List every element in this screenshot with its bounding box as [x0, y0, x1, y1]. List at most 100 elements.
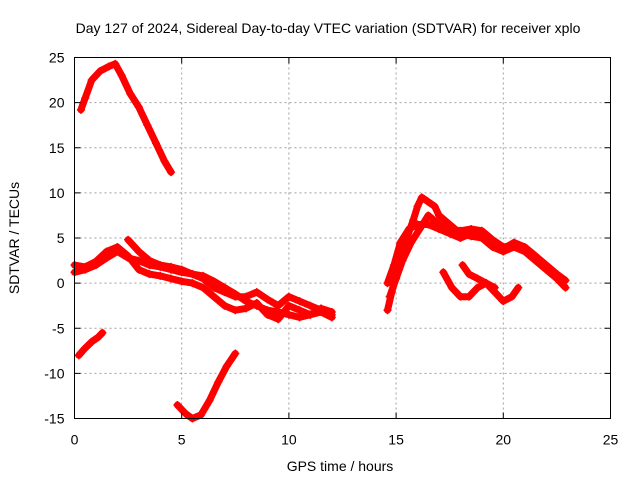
data-point: [181, 409, 190, 418]
data-point: [456, 292, 465, 301]
data-point: [242, 304, 251, 313]
x-axis-label: GPS time / hours: [287, 458, 394, 474]
data-point: [295, 313, 304, 322]
data-point: [196, 410, 205, 419]
x-tick-label: 5: [178, 432, 186, 448]
data-point: [404, 224, 413, 233]
data-point: [464, 292, 473, 301]
data-point: [209, 292, 218, 301]
data-point: [482, 279, 491, 288]
data-point: [199, 274, 208, 283]
data-point: [552, 270, 561, 279]
data-point: [383, 306, 392, 315]
data-point: [488, 235, 497, 244]
data-point: [456, 234, 465, 242]
x-tick-label: 15: [388, 432, 404, 448]
data-point: [177, 277, 186, 286]
data-point: [306, 310, 315, 319]
data-point: [117, 71, 126, 80]
data-point: [464, 270, 473, 279]
data-point: [561, 283, 570, 292]
data-point: [113, 243, 122, 252]
data-point: [327, 310, 336, 319]
data-point: [284, 301, 293, 310]
data-point: [295, 306, 304, 315]
x-tick-label: 25: [603, 432, 619, 448]
data-point: [74, 351, 83, 360]
data-point: [424, 197, 433, 206]
data-point: [389, 261, 398, 270]
data-point: [134, 265, 143, 274]
x-tick-label: 20: [496, 432, 512, 448]
y-tick-label: -15: [44, 411, 64, 427]
data-point: [274, 315, 283, 324]
data-point: [231, 292, 240, 301]
data-point: [252, 288, 261, 297]
x-tick-label: 10: [281, 432, 297, 448]
data-point: [87, 76, 96, 85]
y-tick-label: 10: [49, 185, 65, 201]
y-tick-label: -10: [44, 365, 64, 381]
data-point: [417, 193, 426, 202]
data-point: [134, 247, 143, 256]
data-point: [317, 306, 326, 315]
data-point: [458, 261, 467, 270]
y-tick-label: 25: [49, 50, 65, 66]
data-point: [392, 274, 401, 283]
y-tick-label: -5: [52, 320, 65, 336]
data-point: [415, 224, 424, 233]
y-axis-label: SDTVAR / TECUs: [6, 182, 22, 294]
data-point: [151, 139, 160, 148]
data-point: [434, 220, 443, 229]
data-point: [456, 226, 465, 235]
data-point: [510, 241, 519, 250]
data-point: [156, 271, 165, 280]
axis-layer: 0 5 10 15 20 25 -15 -10 -5 0 5 10 15 20 25: [44, 50, 618, 448]
data-point: [473, 283, 482, 292]
series-arc-2: [75, 329, 106, 359]
y-tick-label: 20: [49, 95, 65, 111]
data-point: [76, 105, 85, 114]
data-point: [424, 211, 433, 220]
data-point: [134, 103, 143, 112]
data-point: [145, 270, 154, 279]
data-point: [91, 257, 100, 266]
data-point: [166, 168, 175, 177]
data-point: [222, 362, 231, 371]
data-point: [383, 279, 392, 288]
data-point: [531, 252, 540, 261]
data-point: [188, 279, 197, 288]
data-point: [499, 243, 508, 252]
y-tick-label: 5: [57, 230, 65, 246]
data-point: [199, 283, 208, 292]
data-point: [263, 310, 272, 319]
data-point: [166, 262, 175, 271]
data-point: [477, 226, 486, 235]
data-point: [87, 337, 96, 346]
data-point: [385, 292, 394, 301]
data-point: [214, 378, 223, 387]
data-point: [447, 283, 456, 292]
data-point: [166, 274, 175, 283]
data-point: [274, 301, 283, 310]
series-arc-10: [439, 268, 522, 305]
series-layer: [70, 59, 570, 423]
data-point: [263, 295, 272, 304]
data-point: [160, 157, 169, 166]
data-point: [104, 62, 113, 71]
data-point: [398, 256, 407, 265]
data-point: [177, 265, 186, 274]
data-point: [439, 268, 448, 277]
data-point: [520, 243, 529, 252]
data-point: [507, 292, 516, 301]
data-point: [145, 256, 154, 265]
data-point: [98, 328, 107, 337]
data-point: [514, 283, 523, 292]
series-arc-3: [173, 350, 239, 422]
data-point: [231, 349, 240, 358]
series-arc-9: [386, 211, 518, 301]
data-point: [124, 252, 133, 261]
data-point: [231, 306, 240, 315]
data-point: [94, 333, 103, 342]
data-point: [407, 238, 416, 247]
